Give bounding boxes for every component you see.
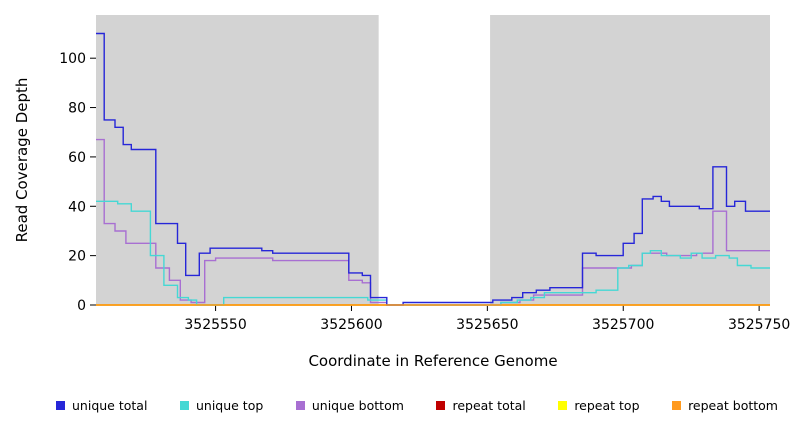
x-tick-label: 3525700 bbox=[592, 317, 654, 333]
unique-total-swatch-icon bbox=[56, 401, 65, 410]
legend-item-repeat-top: repeat top bbox=[558, 398, 640, 413]
y-tick-label: 100 bbox=[59, 51, 86, 67]
repeat-bottom-swatch-icon bbox=[672, 401, 682, 410]
y-tick-label: 40 bbox=[68, 199, 86, 215]
legend-item-repeat-total: repeat total bbox=[436, 398, 526, 413]
legend-item-unique-bottom: unique bottom bbox=[295, 398, 404, 413]
x-tick-label: 3525650 bbox=[456, 317, 518, 333]
repeat-top-swatch-icon bbox=[558, 401, 568, 410]
legend-label: repeat total bbox=[452, 398, 526, 413]
y-tick-label: 20 bbox=[68, 249, 86, 265]
unique-top-swatch-icon bbox=[179, 401, 189, 410]
y-tick-label: 0 bbox=[77, 298, 86, 314]
y-axis-title: Read Coverage Depth bbox=[13, 77, 31, 243]
series-line-unique-bottom bbox=[96, 138, 770, 306]
x-tick-label: 3525750 bbox=[728, 317, 790, 333]
legend-label: repeat bottom bbox=[688, 398, 778, 413]
legend-label: unique bottom bbox=[311, 398, 404, 413]
series-line-unique-top bbox=[96, 200, 770, 306]
x-tick-label: 3525550 bbox=[184, 317, 246, 333]
legend-label: unique total bbox=[72, 398, 148, 413]
x-axis-title: Coordinate in Reference Genome bbox=[308, 352, 558, 370]
series-line-unique-total bbox=[96, 32, 770, 306]
x-tick-label: 3525600 bbox=[320, 317, 382, 333]
repeat-total-swatch-icon bbox=[436, 401, 446, 410]
chart-legend: unique total unique top unique bottom re… bbox=[0, 398, 792, 413]
unique-bottom-swatch-icon bbox=[295, 401, 305, 410]
legend-item-unique-total: unique total bbox=[56, 398, 147, 413]
legend-label: repeat top bbox=[574, 398, 640, 413]
legend-item-unique-top: unique top bbox=[179, 398, 264, 413]
legend-item-repeat-bottom: repeat bottom bbox=[672, 398, 778, 413]
no-data-gap-band bbox=[378, 15, 491, 305]
y-tick-label: 80 bbox=[68, 101, 86, 117]
coverage-chart-canvas: 0 20 40 60 80 100 3525550 3525600 3525650 3525700… bbox=[59, 15, 790, 333]
legend-label: unique top bbox=[195, 398, 264, 413]
y-tick-label: 60 bbox=[68, 150, 86, 166]
